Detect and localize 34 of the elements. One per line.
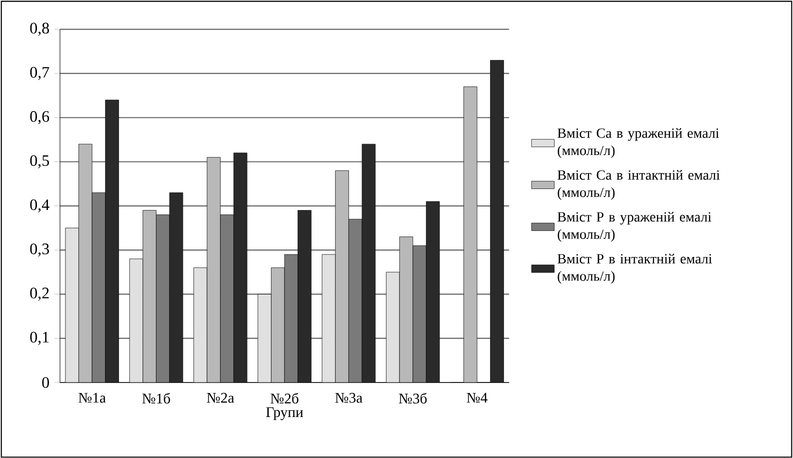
y-tick-label: 0,8 — [30, 22, 49, 36]
y-tick-label: 0,1 — [30, 332, 49, 345]
x-tick-label: №3б — [398, 392, 427, 404]
bar — [156, 214, 170, 382]
x-tick-label: №1а — [78, 392, 106, 402]
y-tick-label: 0,4 — [30, 199, 50, 212]
y-tick-label: 0,5 — [30, 154, 49, 168]
y-tick-label: 0,7 — [30, 66, 50, 80]
bar — [426, 201, 440, 382]
bar — [170, 192, 183, 382]
bar — [412, 245, 426, 382]
y-tick-label: 0,3 — [30, 243, 49, 256]
y-tick-label: 0 — [42, 376, 49, 388]
y-tick-label: 0,2 — [30, 287, 49, 301]
bar — [105, 100, 119, 382]
x-axis-title: Групи — [266, 407, 304, 420]
x-tick-label: №1б — [142, 392, 170, 404]
y-tick-label: 0,6 — [30, 110, 50, 124]
bar — [234, 152, 248, 382]
bar — [298, 210, 312, 382]
bar — [92, 192, 106, 382]
legend-label: Вміст Ca в ураженій емалі (ммоль/л) — [558, 128, 720, 158]
legend-label: Вміст Ca в інтактній емалі (ммоль/л) — [558, 170, 720, 200]
bar — [362, 144, 376, 382]
legend-label: Вміст P в інтактній емалі (ммоль/л) — [558, 254, 712, 284]
bar — [284, 254, 298, 382]
x-tick-label: №2б — [270, 392, 298, 404]
x-tick-label: №2а — [206, 392, 234, 403]
bar — [348, 218, 362, 382]
legend-label: Вміст P в ураженій емалі (ммоль/л) — [558, 212, 712, 242]
x-tick-label: №3а — [335, 392, 362, 403]
bar — [490, 60, 504, 382]
bar — [220, 214, 234, 382]
x-tick-label: №4 — [466, 392, 488, 402]
